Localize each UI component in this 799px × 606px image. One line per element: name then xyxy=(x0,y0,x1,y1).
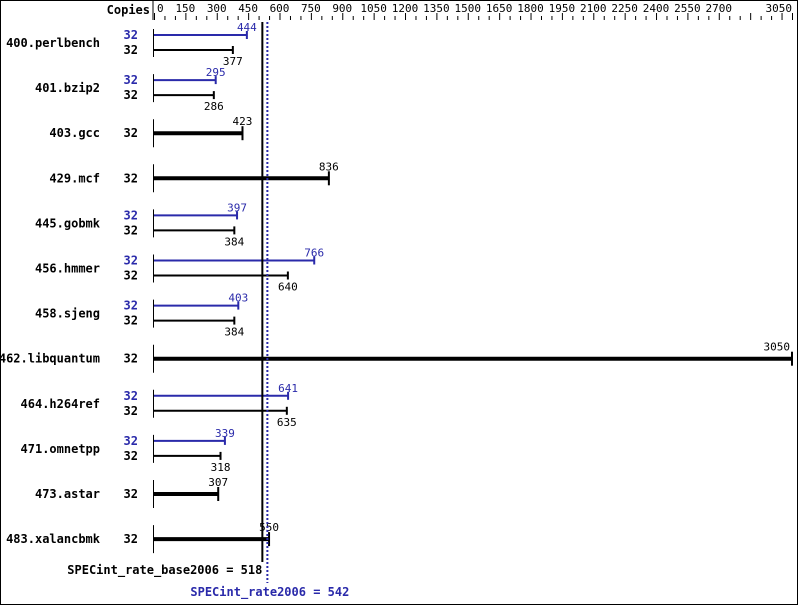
base-value: 377 xyxy=(223,55,243,68)
base-copies: 32 xyxy=(124,269,138,283)
tick-label: 300 xyxy=(207,2,227,15)
tick-label: 900 xyxy=(332,2,352,15)
peak-value: 397 xyxy=(227,201,247,214)
base-summary: SPECint_rate_base2006 = 518 xyxy=(67,563,262,578)
base-copies: 32 xyxy=(124,126,138,140)
tick-label: 1950 xyxy=(549,2,576,15)
tick-label: 2550 xyxy=(674,2,701,15)
tick-label: 2400 xyxy=(643,2,670,15)
base-copies: 32 xyxy=(124,314,138,328)
tick-label: 1800 xyxy=(517,2,544,15)
axis-label: Copies xyxy=(107,3,150,17)
tick-label: 450 xyxy=(238,2,258,15)
peak-value: 403 xyxy=(228,292,248,305)
base-value: 550 xyxy=(259,521,279,534)
tick-label: 750 xyxy=(301,2,321,15)
peak-summary: SPECint_rate2006 = 542 xyxy=(190,585,349,600)
benchmark-label: 471.omnetpp xyxy=(21,442,100,456)
peak-copies: 32 xyxy=(124,73,138,87)
base-copies: 32 xyxy=(124,352,138,366)
base-copies: 32 xyxy=(124,43,138,57)
benchmark-label: 462.libquantum xyxy=(0,352,100,366)
tick-label: 1050 xyxy=(360,2,387,15)
base-value: 423 xyxy=(233,115,253,128)
benchmark-label: 458.sjeng xyxy=(35,307,100,321)
tick-label: 1650 xyxy=(486,2,513,15)
base-value: 384 xyxy=(224,326,244,339)
benchmark-label: 400.perlbench xyxy=(6,36,100,50)
benchmark-label: 483.xalancbmk xyxy=(6,532,101,546)
base-value: 635 xyxy=(277,416,297,429)
tick-label: 2250 xyxy=(611,2,638,15)
tick-label: 1350 xyxy=(423,2,450,15)
benchmark-label: 445.gobmk xyxy=(35,216,101,230)
tick-label: 2700 xyxy=(706,2,733,15)
tick-label: 1200 xyxy=(392,2,419,15)
tick-label: 0 xyxy=(157,2,164,15)
base-copies: 32 xyxy=(124,171,138,185)
base-value: 307 xyxy=(208,476,228,489)
benchmark-label: 464.h264ref xyxy=(21,397,100,411)
peak-copies: 32 xyxy=(124,208,138,222)
peak-value: 444 xyxy=(237,21,257,34)
base-value: 384 xyxy=(224,235,244,248)
peak-copies: 32 xyxy=(124,434,138,448)
base-value: 640 xyxy=(278,281,298,294)
benchmark-label: 473.astar xyxy=(35,487,100,501)
base-value: 318 xyxy=(211,461,231,474)
peak-copies: 32 xyxy=(124,389,138,403)
tick-label: 600 xyxy=(270,2,290,15)
base-value: 3050 xyxy=(764,341,791,354)
peak-value: 339 xyxy=(215,427,235,440)
base-copies: 32 xyxy=(124,223,138,237)
base-copies: 32 xyxy=(124,404,138,418)
peak-value: 766 xyxy=(304,247,324,260)
peak-copies: 32 xyxy=(124,254,138,268)
base-copies: 32 xyxy=(124,487,138,501)
base-copies: 32 xyxy=(124,88,138,102)
benchmark-label: 401.bzip2 xyxy=(35,81,100,95)
benchmark-label: 403.gcc xyxy=(49,126,100,140)
tick-label: 3050 xyxy=(766,2,793,15)
base-copies: 32 xyxy=(124,532,138,546)
tick-label: 1500 xyxy=(455,2,482,15)
peak-value: 641 xyxy=(278,382,298,395)
benchmark-label: 456.hmmer xyxy=(35,262,100,276)
base-value: 286 xyxy=(204,100,224,113)
peak-copies: 32 xyxy=(124,299,138,313)
peak-copies: 32 xyxy=(124,28,138,42)
peak-value: 295 xyxy=(206,66,226,79)
tick-label: 2100 xyxy=(580,2,607,15)
tick-label: 150 xyxy=(175,2,195,15)
benchmark-label: 429.mcf xyxy=(49,171,100,185)
base-copies: 32 xyxy=(124,449,138,463)
base-value: 836 xyxy=(319,160,339,173)
